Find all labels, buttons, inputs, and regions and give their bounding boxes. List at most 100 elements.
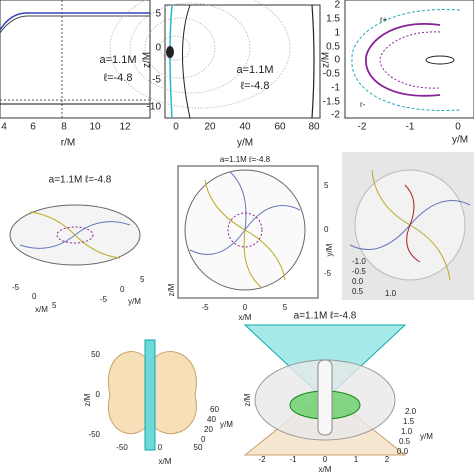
tick-label: 20: [204, 122, 216, 133]
tick-label: 2: [385, 455, 390, 464]
panel-2: a=1.1M ℓ=-4.8 5 0 -5 -10 z/M 0 20 40 60 …: [109, 0, 321, 149]
contours: [109, 0, 291, 109]
axis-label: x/M: [239, 313, 252, 322]
tick-label: 0: [243, 303, 248, 312]
axis-label: x/M: [159, 457, 172, 466]
axis-label: y/M: [325, 243, 334, 256]
axis-label: z/M: [83, 393, 92, 406]
annotation: ℓ=-4.8: [104, 72, 133, 84]
core: [425, 55, 455, 65]
jet: [144, 339, 156, 451]
axis-label: y/M: [420, 432, 433, 441]
panel-title: a=1.1M ℓ=-4.8: [220, 155, 271, 164]
tick-label: 60: [274, 122, 286, 133]
tick-label: 60: [210, 405, 219, 414]
axis-label: z/M: [243, 393, 252, 406]
curve: [365, 22, 441, 97]
axis-label: x/M: [35, 305, 48, 314]
tick-label: -0.5: [323, 69, 341, 80]
tick-label: 6: [30, 122, 36, 133]
tick-label: -50: [116, 443, 128, 452]
tick-label: -2: [358, 122, 367, 133]
tick-label: 0: [324, 225, 329, 234]
tick-label: 20: [204, 425, 213, 434]
panel-6: -1.0 -0.5 0.0 0.5 1.0: [342, 152, 474, 300]
tick-label: 5: [283, 303, 288, 312]
axis-label: z/M: [321, 52, 332, 68]
tick-label: 0: [155, 43, 161, 54]
tick-label: 0.5: [352, 287, 364, 296]
axis-label: y/M: [220, 420, 233, 429]
streamlines: [349, 169, 471, 281]
tick-label: 0.5: [399, 437, 411, 446]
tick-label: 5: [324, 181, 329, 190]
tick-label: 50: [91, 350, 100, 359]
tick-label: -1.0: [352, 257, 366, 266]
tick-label: -1: [289, 455, 297, 464]
tick-label: 0: [323, 455, 328, 464]
panel-7: 50 0 -50 z/M -50 0 50 x/M 60 40 20 0 y/M: [83, 339, 233, 466]
tick-label: 12: [119, 122, 131, 133]
panel-title: a=1.1M ℓ=-4.8: [49, 175, 112, 186]
tick-label: 0: [96, 390, 101, 399]
tick-label: -2: [331, 110, 340, 121]
frame: [344, 0, 474, 119]
tick-label: 10: [89, 122, 101, 133]
tick-label: 0: [158, 443, 163, 452]
panel-title: a=1.1M ℓ=-4.8: [294, 311, 357, 322]
tick-label: -1: [406, 122, 415, 133]
axis-label: y/M: [128, 297, 141, 306]
axis-label: y/M: [237, 138, 253, 149]
tick-label: 4: [1, 122, 7, 133]
core: [166, 46, 174, 58]
streamlines: [19, 211, 131, 259]
tick-label: 50: [194, 443, 203, 452]
tick-label: -2: [258, 455, 266, 464]
tick-label: 1.0: [401, 427, 413, 436]
panel-5: a=1.1M ℓ=-4.8 5 0 -5 y/M -5 0 5 x/M z/M: [167, 155, 334, 322]
curve: [169, 4, 173, 119]
axis-label: y/M: [452, 135, 468, 146]
ring: [227, 212, 263, 248]
tick-label: -50: [88, 430, 100, 439]
ring: [56, 226, 94, 244]
tick-label: -5: [152, 75, 161, 86]
tick-label: -1: [331, 83, 340, 94]
tick-label: 1: [354, 455, 359, 464]
tick-label: 0.0: [352, 277, 364, 286]
tick-label: 1.5: [326, 14, 340, 25]
tick-label: 1.5: [403, 417, 415, 426]
tick-label: 40: [207, 415, 216, 424]
tick-label: 0: [201, 435, 206, 444]
core: [317, 359, 333, 436]
tick-label: -1.5: [323, 97, 341, 108]
tick-label: 1: [334, 28, 340, 39]
panel-1: a=1.1M ℓ=-4.8 4 6 8 10 12 r/M: [0, 0, 151, 149]
tick-label: -0.5: [352, 267, 366, 276]
axis-label: z/M: [167, 283, 176, 296]
frame: [177, 165, 319, 299]
axis-label: r/M: [61, 138, 75, 149]
tick-label: -5: [100, 295, 108, 304]
panel-8: a=1.1M ℓ=-4.8 z/M -2 -1 0 1 2 x/M 2.0 1.…: [243, 311, 433, 474]
tick-label: 5: [52, 301, 57, 310]
tick-label: 8: [61, 122, 67, 133]
curve: [0, 15, 150, 34]
tick-label: 0: [334, 55, 340, 66]
tick-label: 0: [173, 122, 179, 133]
tick-label: 0: [455, 122, 461, 133]
panel-3: r+ r- 2 1.5 1 0.5 0 -0.5 -1 -1.5 -2 z/M …: [321, 0, 474, 146]
panel-4: a=1.1M ℓ=-4.8 -5 0 5 x/M -5 0 5 y/M: [9, 175, 145, 314]
axis-label: z/M: [142, 52, 153, 68]
tick-label: 2.0: [405, 407, 417, 416]
tick-label: 2: [334, 0, 340, 11]
curve: [182, 4, 191, 119]
frame: [164, 4, 321, 119]
curve: [379, 31, 441, 89]
curve: [311, 4, 315, 119]
axis-label: x/M: [319, 465, 332, 474]
annotation: a=1.1M: [100, 54, 137, 66]
tick-label: -10: [147, 102, 162, 113]
tick-label: 0: [32, 292, 37, 301]
